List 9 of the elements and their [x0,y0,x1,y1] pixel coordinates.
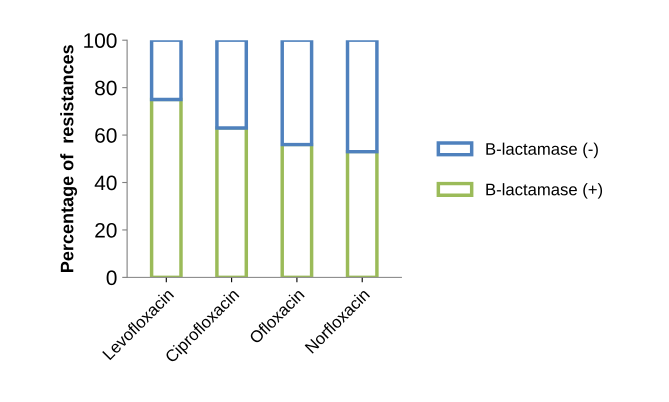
y-tick-label: 20 [95,222,117,238]
y-tick-label: 60 [95,128,117,143]
legend-label: B-lactamase (+) [486,183,602,199]
y-tick-label: 0 [106,270,117,286]
y-tick-label: 100 [84,33,117,48]
legend-label: B-lactamase (-) [486,142,598,158]
y-tick-label: 80 [95,80,117,96]
y-axis-title: Percentage of resistances [60,45,78,272]
y-tick-label: 40 [94,176,117,190]
